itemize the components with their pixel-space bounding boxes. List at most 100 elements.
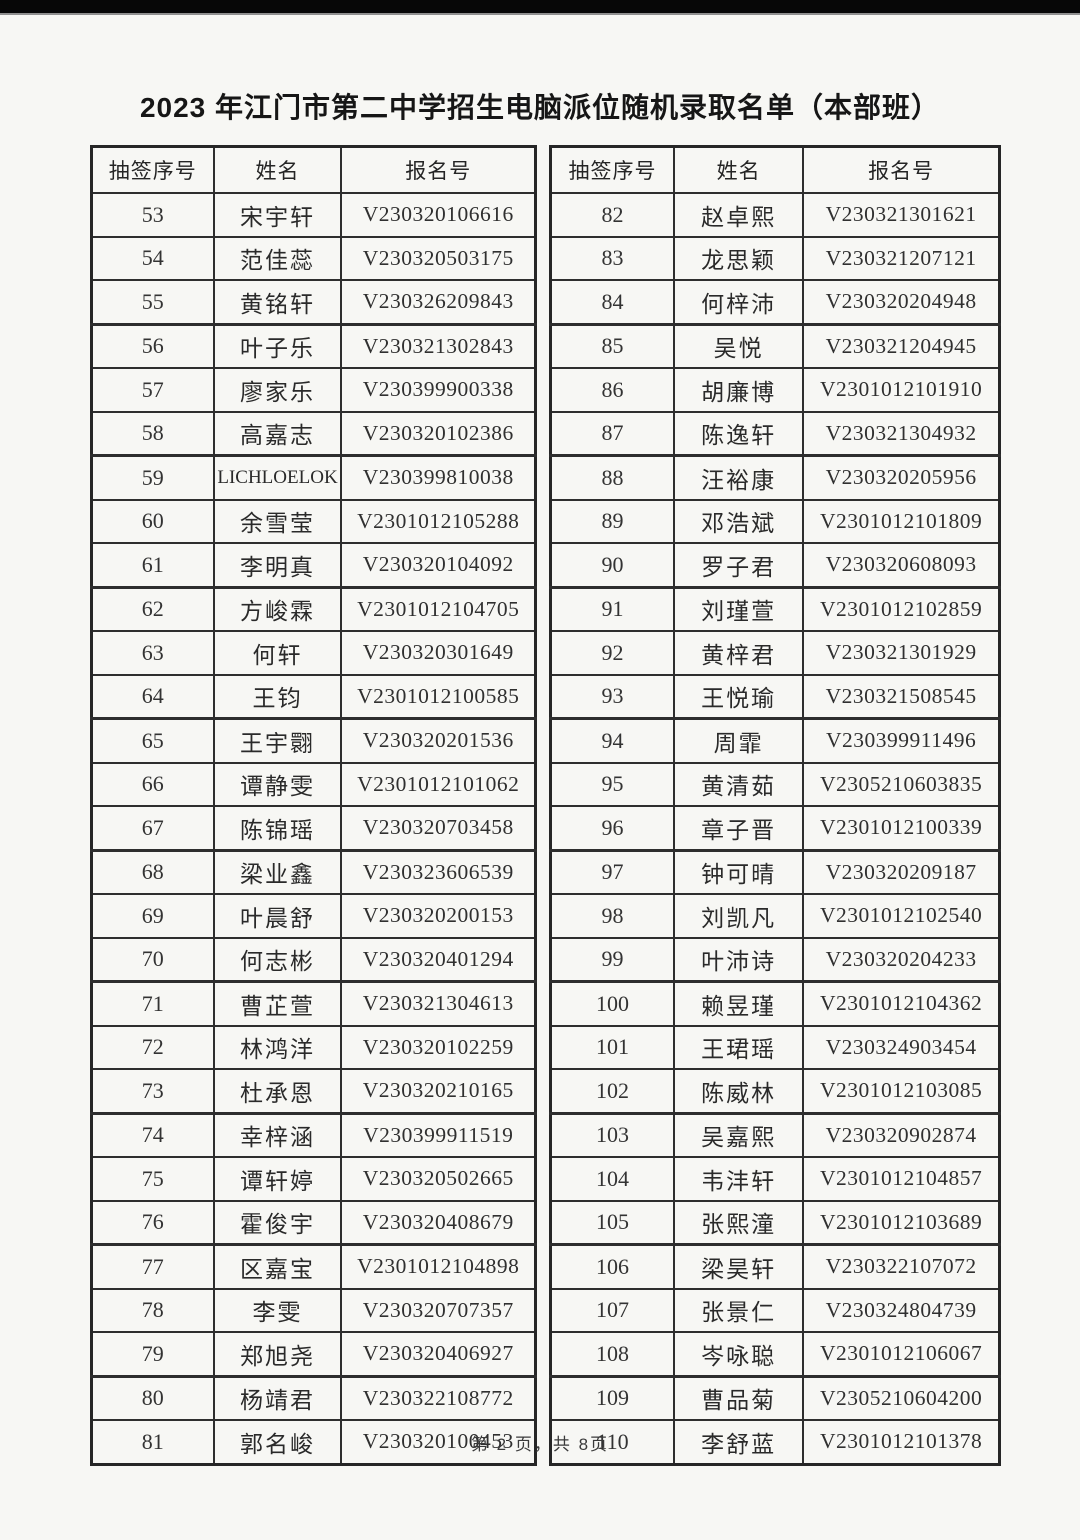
name-cell: 王宇翾 <box>212 717 343 764</box>
regno-cell: V230321301621 <box>802 192 1001 238</box>
name-cell: 陈威林 <box>672 1068 805 1115</box>
seq-cell: 101 <box>549 1024 675 1070</box>
regno-cell: V230322107072 <box>802 1243 1001 1290</box>
regno-cell: V2305210604200 <box>802 1375 1001 1421</box>
regno-cell: V230320205956 <box>802 454 1001 501</box>
header-row: 抽签序号 姓名 报名号 <box>90 145 537 194</box>
seq-cell: 71 <box>90 980 215 1027</box>
name-cell: 周霏 <box>672 717 805 764</box>
regno-cell: V2301012104857 <box>802 1156 1001 1202</box>
regno-cell: V230320106616 <box>340 192 537 238</box>
name-cell: 何轩 <box>212 630 343 676</box>
regno-cell: V230326209843 <box>340 279 537 326</box>
column-header: 报名号 <box>802 145 1001 194</box>
table-row: 80 杨靖君 V230322108772 <box>90 1375 537 1421</box>
table-row: 89 邓浩斌 V2301012101809 <box>549 498 1001 544</box>
name-cell: 叶子乐 <box>212 323 343 369</box>
table-row: 104 韦沣轩 V2301012104857 <box>549 1156 1001 1202</box>
name-cell: 韦沣轩 <box>672 1156 805 1202</box>
table-row: 98 刘凯凡 V2301012102540 <box>549 893 1001 939</box>
regno-cell: V230320201536 <box>340 717 537 764</box>
name-cell: 汪裕康 <box>672 454 805 501</box>
regno-cell: V2301012101062 <box>340 761 537 807</box>
name-cell: 张景仁 <box>672 1287 805 1333</box>
roster-table-right: 抽签序号 姓名 报名号 82 赵卓熙 V230321301621 83 龙思颖 V230321… <box>549 145 1001 1466</box>
regno-cell: V230399911519 <box>340 1112 537 1158</box>
table-row: 58 高嘉志 V230320102386 <box>90 410 537 457</box>
seq-cell: 87 <box>549 410 675 457</box>
name-cell: 梁昊轩 <box>672 1243 805 1290</box>
regno-cell: V230320209187 <box>802 849 1001 895</box>
regno-cell: V230399900338 <box>340 367 537 413</box>
seq-cell: 54 <box>90 235 215 281</box>
seq-cell: 104 <box>549 1156 675 1202</box>
table-row: 57 廖家乐 V230399900338 <box>90 367 537 413</box>
name-cell: 梁业鑫 <box>212 849 343 895</box>
name-cell: 叶晨舒 <box>212 893 343 939</box>
table-row: 60 余雪莹 V2301012105288 <box>90 498 537 544</box>
seq-cell: 80 <box>90 1375 215 1421</box>
name-cell: 何志彬 <box>212 936 343 983</box>
name-cell: 宋宇轩 <box>212 192 343 238</box>
regno-cell: V230320608093 <box>802 542 1001 589</box>
seq-cell: 53 <box>90 192 215 238</box>
table-row: 87 陈逸轩 V230321304932 <box>549 410 1001 457</box>
seq-cell: 57 <box>90 367 215 413</box>
name-cell: 刘凯凡 <box>672 893 805 939</box>
name-cell: 林鸿洋 <box>212 1024 343 1070</box>
seq-cell: 60 <box>90 498 215 544</box>
table-row: 77 区嘉宝 V2301012104898 <box>90 1243 537 1290</box>
table-row: 79 郑旭尧 V230320406927 <box>90 1331 537 1378</box>
name-cell: 章子晋 <box>672 805 805 852</box>
table-row: 94 周霏 V230399911496 <box>549 717 1001 764</box>
regno-cell: V230320102386 <box>340 410 537 457</box>
seq-cell: 64 <box>90 673 215 720</box>
regno-cell: V230324903454 <box>802 1024 1001 1070</box>
table-row: 73 杜承恩 V230320210165 <box>90 1068 537 1115</box>
table-row: 86 胡廉博 V2301012101910 <box>549 367 1001 413</box>
regno-cell: V230321207121 <box>802 235 1001 281</box>
table-row: 64 王钧 V2301012100585 <box>90 673 537 720</box>
regno-cell: V230320503175 <box>340 235 537 281</box>
roster-tables: 抽签序号 姓名 报名号 53 宋宇轩 V230320106616 54 范佳蕊 V230320… <box>90 145 1001 1466</box>
seq-cell: 67 <box>90 805 215 852</box>
name-cell: 钟可晴 <box>672 849 805 895</box>
regno-cell: V2301012104705 <box>340 586 537 632</box>
name-cell: 赖昱瑾 <box>672 980 805 1027</box>
regno-cell: V230320102259 <box>340 1024 537 1070</box>
seq-cell: 92 <box>549 630 675 676</box>
name-cell: 幸梓涵 <box>212 1112 343 1158</box>
regno-cell: V2301012103085 <box>802 1068 1001 1115</box>
name-cell: 区嘉宝 <box>212 1243 343 1290</box>
table-row: 69 叶晨舒 V230320200153 <box>90 893 537 939</box>
regno-cell: V230324804739 <box>802 1287 1001 1333</box>
table-row: 95 黄清茹 V2305210603835 <box>549 761 1001 807</box>
regno-cell: V230399810038 <box>340 454 537 501</box>
table-row: 82 赵卓熙 V230321301621 <box>549 192 1001 238</box>
page-indicator: 第 2 页，共 8页 <box>470 1435 610 1454</box>
name-cell: 李雯 <box>212 1287 343 1333</box>
table-row: 88 汪裕康 V230320205956 <box>549 454 1001 501</box>
seq-cell: 88 <box>549 454 675 501</box>
name-cell: 郭名峻 <box>212 1419 343 1465</box>
seq-cell: 105 <box>549 1199 675 1246</box>
table-row: 93 王悦瑜 V230321508545 <box>549 673 1001 720</box>
name-cell: 陈锦瑶 <box>212 805 343 852</box>
name-cell: 王珺瑶 <box>672 1024 805 1070</box>
name-cell: 廖家乐 <box>212 367 343 413</box>
seq-cell: 97 <box>549 849 675 895</box>
seq-cell: 85 <box>549 323 675 369</box>
seq-cell: 89 <box>549 498 675 544</box>
table-row: 61 李明真 V230320104092 <box>90 542 537 589</box>
seq-cell: 63 <box>90 630 215 676</box>
table-row: 71 曹芷萱 V230321304613 <box>90 980 537 1027</box>
seq-cell: 65 <box>90 717 215 764</box>
regno-cell: V230320902874 <box>802 1112 1001 1158</box>
seq-cell: 94 <box>549 717 675 764</box>
table-row: 109 曹品菊 V2305210604200 <box>549 1375 1001 1421</box>
name-cell: 方峻霖 <box>212 586 343 632</box>
seq-cell: 102 <box>549 1068 675 1115</box>
regno-cell: V230320502665 <box>340 1156 537 1202</box>
seq-cell: 100 <box>549 980 675 1027</box>
table-row: 110 李舒蓝 V2301012101378 <box>549 1419 1001 1465</box>
